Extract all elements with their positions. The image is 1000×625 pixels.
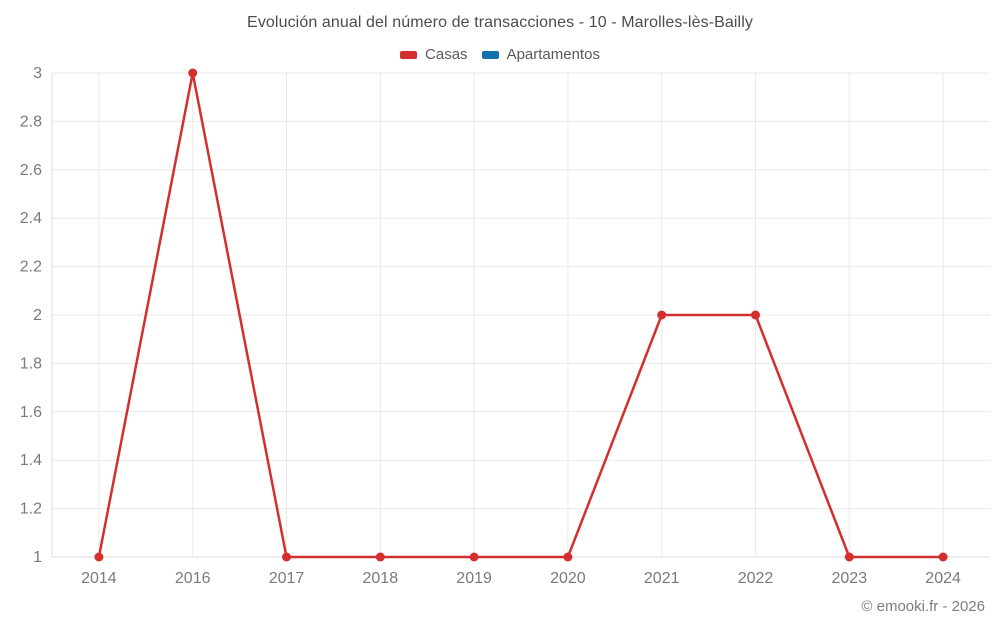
data-point-casas[interactable] — [188, 68, 198, 78]
page-title: Evolución anual del número de transaccio… — [247, 14, 753, 31]
y-tick-label: 1.4 — [20, 452, 42, 469]
footer-credit: © emooki.fr - 2026 — [861, 598, 985, 615]
legend: Casas Apartamentos — [0, 46, 1000, 63]
data-point-casas[interactable] — [469, 552, 479, 562]
y-tick-label: 1 — [33, 549, 42, 566]
y-tick-label: 2 — [33, 307, 42, 324]
x-tick-label: 2022 — [738, 570, 774, 587]
legend-marker-casas-icon — [400, 50, 418, 59]
x-tick-label: 2024 — [925, 570, 961, 587]
legend-label-apartamentos: Apartamentos — [506, 46, 600, 63]
y-tick-label: 1.2 — [20, 501, 42, 518]
y-tick-label: 2.4 — [20, 210, 42, 227]
y-tick-label: 2.2 — [20, 259, 42, 276]
legend-item-casas[interactable]: Casas — [400, 46, 468, 63]
data-point-casas[interactable] — [751, 310, 760, 320]
x-tick-label: 2021 — [644, 570, 680, 587]
x-tick-label: 2017 — [269, 570, 305, 587]
y-tick-label: 3 — [33, 65, 42, 82]
x-tick-label: 2019 — [456, 570, 492, 587]
x-tick-label: 2016 — [175, 570, 211, 587]
x-tick-label: 2014 — [81, 570, 117, 587]
x-tick-label: 2023 — [832, 570, 868, 587]
y-tick-label: 2.8 — [20, 113, 42, 130]
data-point-casas[interactable] — [657, 310, 667, 320]
series-line-casas — [97, 71, 945, 559]
y-tick-label: 1.6 — [20, 404, 42, 421]
y-tick-label: 2.6 — [20, 162, 42, 179]
x-tick-label: 2020 — [550, 570, 586, 587]
data-point-casas[interactable] — [844, 552, 854, 562]
x-tick-label: 2018 — [363, 570, 399, 587]
legend-item-apartamentos[interactable]: Apartamentos — [481, 46, 600, 63]
data-point-casas[interactable] — [938, 552, 948, 562]
legend-label-casas: Casas — [425, 46, 468, 63]
data-point-casas[interactable] — [282, 552, 291, 562]
y-tick-label: 1.8 — [20, 355, 42, 372]
legend-marker-apartamentos-icon — [481, 50, 499, 59]
data-point-casas[interactable] — [563, 552, 573, 562]
data-point-casas[interactable] — [94, 552, 104, 562]
data-point-casas[interactable] — [375, 552, 385, 562]
